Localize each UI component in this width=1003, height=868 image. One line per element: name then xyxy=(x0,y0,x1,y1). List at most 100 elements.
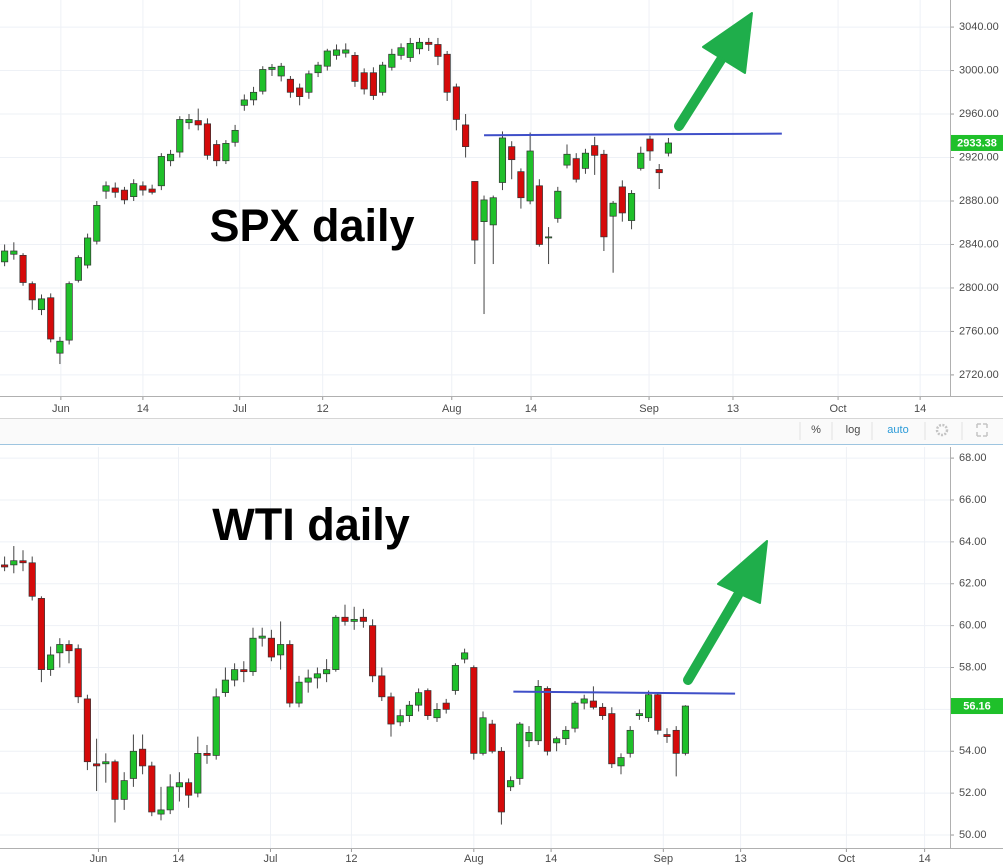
candle-body xyxy=(148,188,156,193)
candle-body xyxy=(350,618,358,622)
y-tick-label: 2800.00 xyxy=(959,282,999,294)
candle-body xyxy=(286,78,294,93)
candle-body xyxy=(369,72,377,96)
candle-body xyxy=(323,50,331,67)
candle-body xyxy=(433,709,441,719)
fullscreen-button[interactable] xyxy=(976,423,988,437)
x-tick-label: Oct xyxy=(838,853,855,865)
candle-body xyxy=(545,236,553,239)
candle-body xyxy=(56,340,64,354)
candle-body xyxy=(240,669,248,673)
y-tick-label: 3000.00 xyxy=(959,64,999,76)
candle-body xyxy=(563,153,571,166)
candle-body xyxy=(516,723,524,779)
candle-body xyxy=(608,713,616,765)
toolbar-background xyxy=(0,419,1003,444)
candle-body xyxy=(508,146,516,161)
x-tick-label: 14 xyxy=(545,853,557,865)
x-tick-label: Jul xyxy=(263,853,277,865)
candle-body xyxy=(221,679,229,693)
candle-body xyxy=(74,257,82,281)
candle-body xyxy=(378,675,386,698)
settings-button[interactable] xyxy=(935,423,949,437)
candle-body xyxy=(489,197,497,226)
candle-body xyxy=(498,137,507,183)
candle-body xyxy=(203,753,211,756)
trend-line xyxy=(513,690,736,695)
candle-body xyxy=(507,780,515,788)
candle-body xyxy=(37,598,45,670)
candle-body xyxy=(313,673,321,679)
candle-body xyxy=(258,635,266,639)
x-tick-label: Sep xyxy=(654,853,674,865)
percent-button[interactable]: % xyxy=(811,424,821,436)
candle-body xyxy=(65,283,73,341)
y-tick-label: 2880.00 xyxy=(959,195,999,207)
candle-body xyxy=(240,99,248,106)
candle-body xyxy=(654,694,662,731)
candle-body xyxy=(10,250,18,255)
last-price-label: 56.16 xyxy=(963,700,991,712)
candle-body xyxy=(617,757,625,767)
candle-body xyxy=(1,250,9,263)
candle-body xyxy=(47,654,55,670)
candle-body xyxy=(628,193,636,221)
candle-body xyxy=(379,64,387,93)
candle-body xyxy=(388,53,396,68)
y-tick-label: 2760.00 xyxy=(959,325,999,337)
candle-body xyxy=(543,688,551,752)
x-tick-label: 14 xyxy=(172,853,184,865)
candle-body xyxy=(323,669,331,675)
candle-body xyxy=(194,120,202,126)
candle-body xyxy=(553,738,561,744)
candle-body xyxy=(497,750,505,813)
candle-body xyxy=(129,750,137,779)
y-tick-label: 2840.00 xyxy=(959,238,999,250)
candle-body xyxy=(517,171,525,199)
candle-body xyxy=(415,41,424,50)
candle-body xyxy=(600,153,608,238)
candle-body xyxy=(589,700,597,708)
candle-body xyxy=(359,616,367,622)
candle-body xyxy=(443,53,451,93)
y-tick-label: 54.00 xyxy=(959,745,987,757)
x-tick-label: 13 xyxy=(727,403,739,415)
candle-body xyxy=(167,153,175,162)
x-tick-label: Jun xyxy=(52,403,70,415)
x-tick-label: 14 xyxy=(914,403,926,415)
candle-body xyxy=(609,202,617,217)
candle-body xyxy=(295,681,303,704)
y-tick-label: 68.00 xyxy=(959,452,987,464)
log-button[interactable]: log xyxy=(846,424,861,436)
candle-body xyxy=(120,780,128,800)
x-tick-label: 13 xyxy=(734,853,746,865)
candle-body xyxy=(471,181,479,241)
candle-body xyxy=(535,185,543,245)
candle-body xyxy=(28,562,36,597)
candle-body xyxy=(618,186,626,214)
candle-body xyxy=(111,187,119,193)
candle-body xyxy=(424,690,432,717)
y-tick-label: 52.00 xyxy=(959,787,987,799)
candle-body xyxy=(637,152,645,169)
x-tick-label: Jun xyxy=(90,853,108,865)
candle-body xyxy=(267,637,275,658)
candle-body xyxy=(10,560,18,566)
candle-body xyxy=(148,765,156,813)
candle-body xyxy=(56,644,64,654)
x-tick-label: Jul xyxy=(233,403,247,415)
candle-body xyxy=(534,685,542,742)
candle-body xyxy=(83,698,91,763)
candle-body xyxy=(672,729,680,754)
candle-body xyxy=(646,138,654,152)
candle-body xyxy=(268,66,276,70)
candle-body xyxy=(120,189,129,201)
candle-body xyxy=(203,123,211,156)
candle-body xyxy=(314,64,322,74)
auto-button[interactable]: auto xyxy=(887,424,908,436)
candle-body xyxy=(102,761,110,765)
candle-body xyxy=(461,652,469,660)
x-tick-label: 14 xyxy=(525,403,537,415)
candle-body xyxy=(74,648,82,698)
